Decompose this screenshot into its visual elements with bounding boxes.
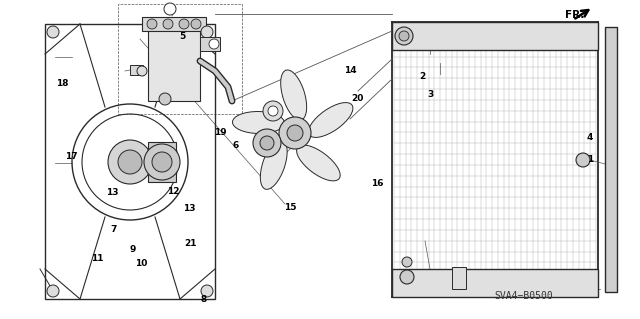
Circle shape [163,19,173,29]
Circle shape [399,31,409,41]
Bar [45,24,215,299]
Text: 6: 6 [232,141,239,150]
Text: 21: 21 [184,239,196,248]
Circle shape [137,66,147,76]
Bar [200,37,220,51]
Circle shape [209,39,219,49]
Text: SVA4−B0500: SVA4−B0500 [494,291,553,301]
Circle shape [395,27,413,45]
Circle shape [191,19,201,29]
Bar [392,269,598,297]
Bar [148,142,176,182]
Text: 20: 20 [351,94,364,103]
Circle shape [152,152,172,172]
Text: 5: 5 [179,32,186,41]
Circle shape [263,101,283,121]
Bar [605,27,617,292]
Text: 8: 8 [200,295,207,304]
Text: 12: 12 [166,187,179,196]
Text: 11: 11 [91,254,104,263]
Circle shape [147,19,157,29]
Circle shape [201,26,213,38]
Text: 9: 9 [129,245,136,254]
Bar [148,29,200,101]
Text: 16: 16 [371,179,384,188]
Text: 14: 14 [344,66,357,75]
Circle shape [47,285,59,297]
Text: 18: 18 [56,79,69,88]
Circle shape [253,129,281,157]
Circle shape [159,93,171,105]
Text: FR.: FR. [565,10,584,20]
Bar [142,17,206,31]
Text: 17: 17 [65,152,78,161]
Text: 13: 13 [106,189,118,197]
Circle shape [576,153,590,167]
Circle shape [144,144,180,180]
Text: 4: 4 [587,133,593,142]
Circle shape [118,150,142,174]
Bar [130,65,143,75]
Ellipse shape [232,112,284,134]
Ellipse shape [281,70,307,120]
Text: 1: 1 [587,155,593,164]
Text: 15: 15 [284,203,296,212]
Circle shape [179,19,189,29]
Text: 13: 13 [182,204,195,213]
Bar [452,267,466,289]
Circle shape [260,136,274,150]
Circle shape [268,106,278,116]
Circle shape [164,3,176,15]
Ellipse shape [308,103,353,137]
Ellipse shape [296,145,340,181]
Circle shape [108,140,152,184]
Ellipse shape [260,140,287,189]
Text: 10: 10 [134,259,147,268]
Text: 7: 7 [111,225,117,234]
Circle shape [279,117,311,149]
Text: 3: 3 [427,90,433,99]
Circle shape [47,26,59,38]
Circle shape [287,125,303,141]
Bar [392,22,598,50]
Text: 19: 19 [214,128,227,137]
Circle shape [201,285,213,297]
Bar [118,4,242,114]
Circle shape [400,270,414,284]
Circle shape [402,257,412,267]
Text: 2: 2 [419,72,426,81]
